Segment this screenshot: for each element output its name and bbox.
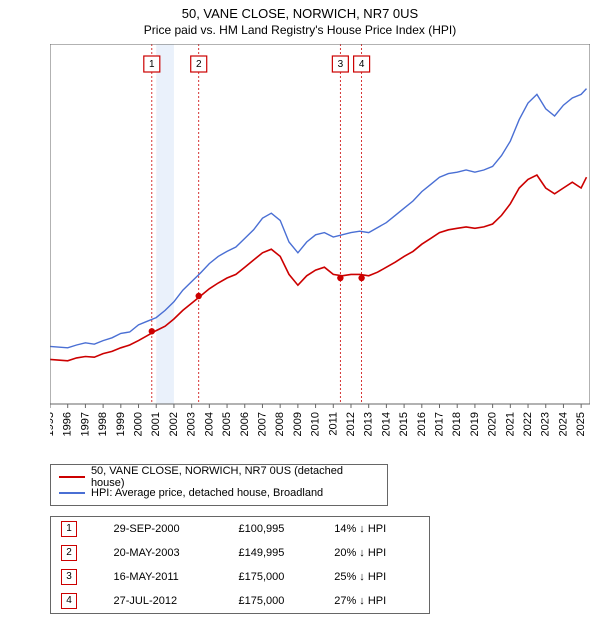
sale-price: £100,995 (229, 517, 325, 542)
x-tick-label: 2003 (186, 412, 198, 436)
sale-marker-cell: 3 (51, 565, 104, 589)
sale-marker: 3 (338, 59, 344, 70)
sale-date: 27-JUL-2012 (104, 589, 229, 614)
sale-delta-vs-hpi: 25% ↓ HPI (324, 565, 429, 589)
x-tick-label: 2005 (221, 412, 233, 436)
page-title-line1: 50, VANE CLOSE, NORWICH, NR7 0US (0, 6, 600, 21)
sale-marker-cell: 2 (51, 541, 104, 565)
x-tick-label: 2009 (292, 412, 304, 436)
sale-marker: 4 (359, 59, 365, 70)
x-tick-label: 2006 (239, 412, 251, 436)
sale-price: £175,000 (229, 565, 325, 589)
x-tick-label: 1996 (62, 412, 74, 436)
sale-marker-cell: 1 (51, 517, 104, 542)
legend-swatch (59, 492, 85, 494)
sale-price: £149,995 (229, 541, 325, 565)
x-tick-label: 2022 (522, 412, 534, 436)
table-row: 2 20-MAY-2003£149,99520% ↓ HPI (51, 541, 430, 565)
x-tick-label: 2016 (416, 412, 428, 436)
x-tick-label: 2004 (203, 412, 215, 436)
x-tick-label: 2000 (133, 412, 145, 436)
sale-marker: 2 (196, 59, 202, 70)
x-tick-label: 2001 (150, 412, 162, 436)
x-tick-label: 2021 (504, 412, 516, 436)
x-tick-label: 2014 (380, 412, 392, 436)
x-tick-label: 1995 (50, 412, 56, 436)
x-tick-label: 2013 (363, 412, 375, 436)
sales-table: 1 29-SEP-2000£100,99514% ↓ HPI 2 20-MAY-200… (50, 516, 430, 614)
table-row: 1 29-SEP-2000£100,99514% ↓ HPI (51, 517, 430, 542)
sale-date: 16-MAY-2011 (104, 565, 229, 589)
sale-marker-box: 1 (61, 521, 77, 537)
legend-label: 50, VANE CLOSE, NORWICH, NR7 0US (detach… (91, 465, 379, 489)
x-tick-label: 2017 (434, 412, 446, 436)
x-tick-label: 2018 (451, 412, 463, 436)
x-tick-label: 2024 (557, 412, 569, 436)
x-tick-label: 2015 (398, 412, 410, 436)
x-tick-label: 2011 (327, 412, 339, 436)
x-tick-label: 2002 (168, 412, 180, 436)
legend-swatch (59, 476, 85, 478)
x-tick-label: 2020 (487, 412, 499, 436)
sale-date: 20-MAY-2003 (104, 541, 229, 565)
page-title-line2: Price paid vs. HM Land Registry's House … (0, 23, 600, 37)
sale-marker: 1 (149, 59, 155, 70)
x-tick-label: 2008 (274, 412, 286, 436)
sale-delta-vs-hpi: 20% ↓ HPI (324, 541, 429, 565)
table-row: 4 27-JUL-2012£175,00027% ↓ HPI (51, 589, 430, 614)
table-row: 3 16-MAY-2011£175,00025% ↓ HPI (51, 565, 430, 589)
sale-date: 29-SEP-2000 (104, 517, 229, 542)
x-tick-label: 2019 (469, 412, 481, 436)
x-tick-label: 1997 (79, 412, 91, 436)
sale-marker-box: 2 (61, 545, 77, 561)
sale-marker-box: 4 (61, 593, 77, 609)
x-tick-label: 2012 (345, 412, 357, 436)
sale-marker-box: 3 (61, 569, 77, 585)
x-tick-label: 1999 (115, 412, 127, 436)
legend: 50, VANE CLOSE, NORWICH, NR7 0US (detach… (50, 464, 388, 506)
x-tick-label: 1998 (97, 412, 109, 436)
price-chart: £0£50K£100K£150K£200K£250K£300K£350K£400… (50, 44, 590, 429)
x-tick-label: 2010 (310, 412, 322, 436)
x-tick-label: 2007 (256, 412, 268, 436)
x-tick-label: 2023 (540, 412, 552, 436)
legend-label: HPI: Average price, detached house, Broa… (91, 487, 323, 499)
legend-row: 50, VANE CLOSE, NORWICH, NR7 0US (detach… (59, 469, 379, 485)
sale-delta-vs-hpi: 14% ↓ HPI (324, 517, 429, 542)
x-tick-label: 2025 (575, 412, 587, 436)
sale-marker-cell: 4 (51, 589, 104, 614)
sale-price: £175,000 (229, 589, 325, 614)
sale-delta-vs-hpi: 27% ↓ HPI (324, 589, 429, 614)
